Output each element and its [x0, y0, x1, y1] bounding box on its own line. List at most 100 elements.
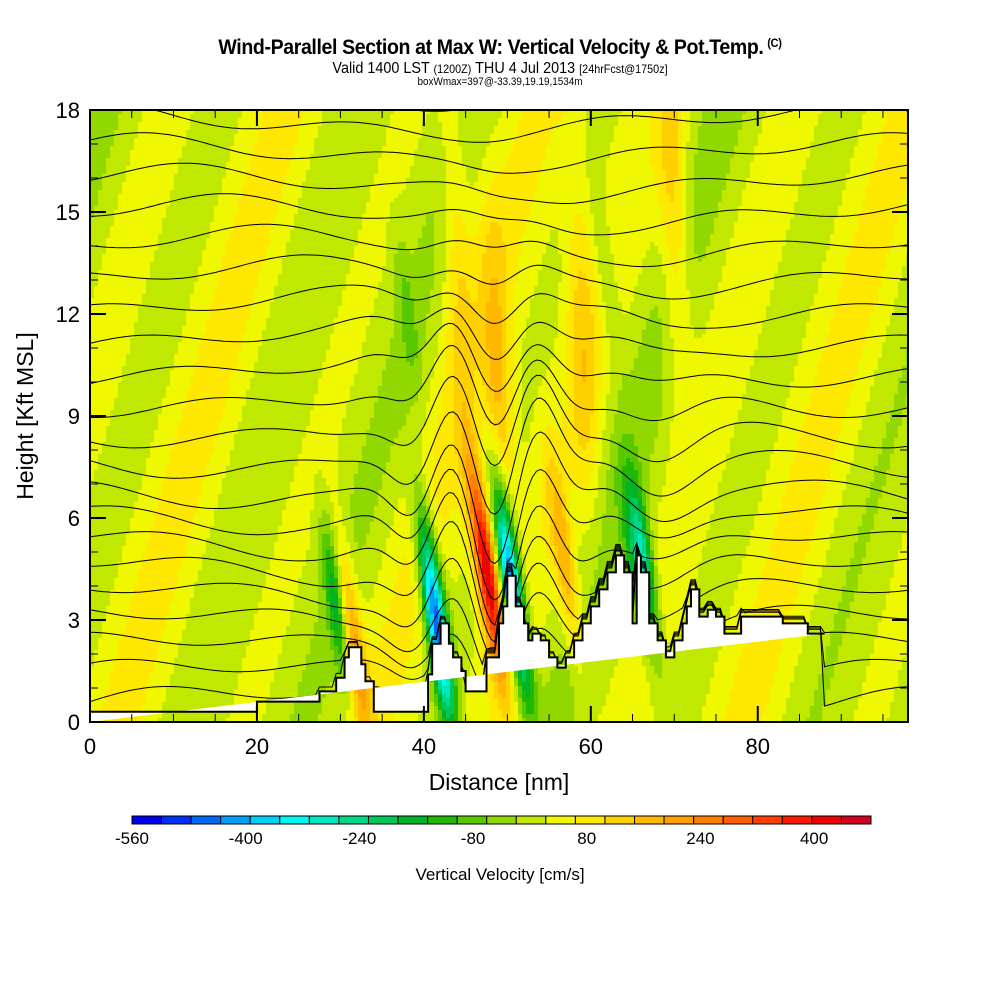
field-cell	[158, 666, 162, 670]
field-cell	[186, 698, 190, 702]
field-cell	[178, 378, 182, 382]
field-cell	[90, 474, 94, 478]
field-cell	[138, 438, 142, 442]
field-cell	[98, 334, 102, 338]
field-cell	[174, 230, 178, 234]
field-cell	[158, 498, 162, 502]
field-cell	[106, 610, 110, 614]
field-cell	[170, 682, 174, 686]
field-cell	[114, 322, 118, 326]
field-cell	[210, 514, 214, 518]
field-cell	[126, 378, 130, 382]
field-cell	[206, 406, 210, 410]
field-cell	[94, 406, 98, 410]
field-cell	[98, 434, 102, 438]
field-cell	[174, 682, 178, 686]
field-cell	[206, 686, 210, 690]
field-cell	[134, 510, 138, 514]
field-cell	[198, 686, 202, 690]
field-cell	[194, 474, 198, 478]
field-cell	[118, 162, 122, 166]
field-cell	[190, 274, 194, 278]
field-cell	[162, 174, 166, 178]
field-cell	[190, 358, 194, 362]
field-cell	[98, 398, 102, 402]
field-cell	[122, 154, 126, 158]
field-cell	[118, 214, 122, 218]
field-cell	[198, 518, 202, 522]
field-cell	[138, 462, 142, 466]
field-cell	[94, 186, 98, 190]
field-cell	[114, 270, 118, 274]
field-cell	[138, 686, 142, 690]
field-cell	[186, 202, 190, 206]
field-cell	[202, 542, 206, 546]
field-cell	[174, 694, 178, 698]
field-cell	[214, 266, 218, 270]
field-cell	[174, 326, 178, 330]
field-cell	[134, 670, 138, 674]
field-cell	[122, 450, 126, 454]
field-cell	[182, 174, 186, 178]
field-cell	[150, 234, 154, 238]
field-cell	[154, 534, 158, 538]
field-cell	[118, 462, 122, 466]
field-cell	[110, 434, 114, 438]
field-cell	[98, 550, 102, 554]
field-cell	[170, 154, 174, 158]
field-cell	[198, 678, 202, 682]
field-cell	[194, 514, 198, 518]
field-cell	[110, 310, 114, 314]
field-cell	[134, 166, 138, 170]
field-cell	[138, 374, 142, 378]
field-cell	[98, 606, 102, 610]
field-cell	[138, 570, 142, 574]
field-cell	[154, 182, 158, 186]
field-cell	[154, 342, 158, 346]
field-cell	[174, 718, 178, 722]
field-cell	[186, 210, 190, 214]
field-cell	[210, 586, 214, 590]
field-cell	[98, 354, 102, 358]
field-cell	[110, 406, 114, 410]
field-cell	[102, 186, 106, 190]
field-cell	[162, 222, 166, 226]
field-cell	[138, 542, 142, 546]
field-cell	[154, 334, 158, 338]
field-cell	[106, 518, 110, 522]
field-cell	[150, 654, 154, 658]
field-cell	[214, 306, 218, 310]
field-cell	[174, 554, 178, 558]
field-cell	[158, 386, 162, 390]
field-cell	[130, 666, 134, 670]
field-cell	[174, 662, 178, 666]
field-cell	[170, 378, 174, 382]
field-cell	[118, 566, 122, 570]
field-cell	[190, 442, 194, 446]
field-cell	[134, 718, 138, 722]
field-cell	[182, 410, 186, 414]
field-cell	[186, 678, 190, 682]
field-cell	[194, 422, 198, 426]
field-cell	[110, 222, 114, 226]
field-cell	[118, 434, 122, 438]
field-cell	[98, 466, 102, 470]
field-cell	[214, 650, 218, 654]
field-cell	[178, 542, 182, 546]
field-cell	[110, 622, 114, 626]
field-cell	[158, 650, 162, 654]
field-cell	[118, 602, 122, 606]
field-cell	[142, 450, 146, 454]
field-cell	[174, 318, 178, 322]
field-cell	[206, 386, 210, 390]
field-cell	[134, 682, 138, 686]
field-cell	[218, 302, 222, 306]
field-cell	[134, 538, 138, 542]
field-cell	[138, 142, 142, 146]
field-cell	[138, 450, 142, 454]
field-cell	[126, 538, 130, 542]
field-cell	[154, 386, 158, 390]
field-cell	[98, 142, 102, 146]
field-cell	[94, 362, 98, 366]
field-cell	[154, 614, 158, 618]
